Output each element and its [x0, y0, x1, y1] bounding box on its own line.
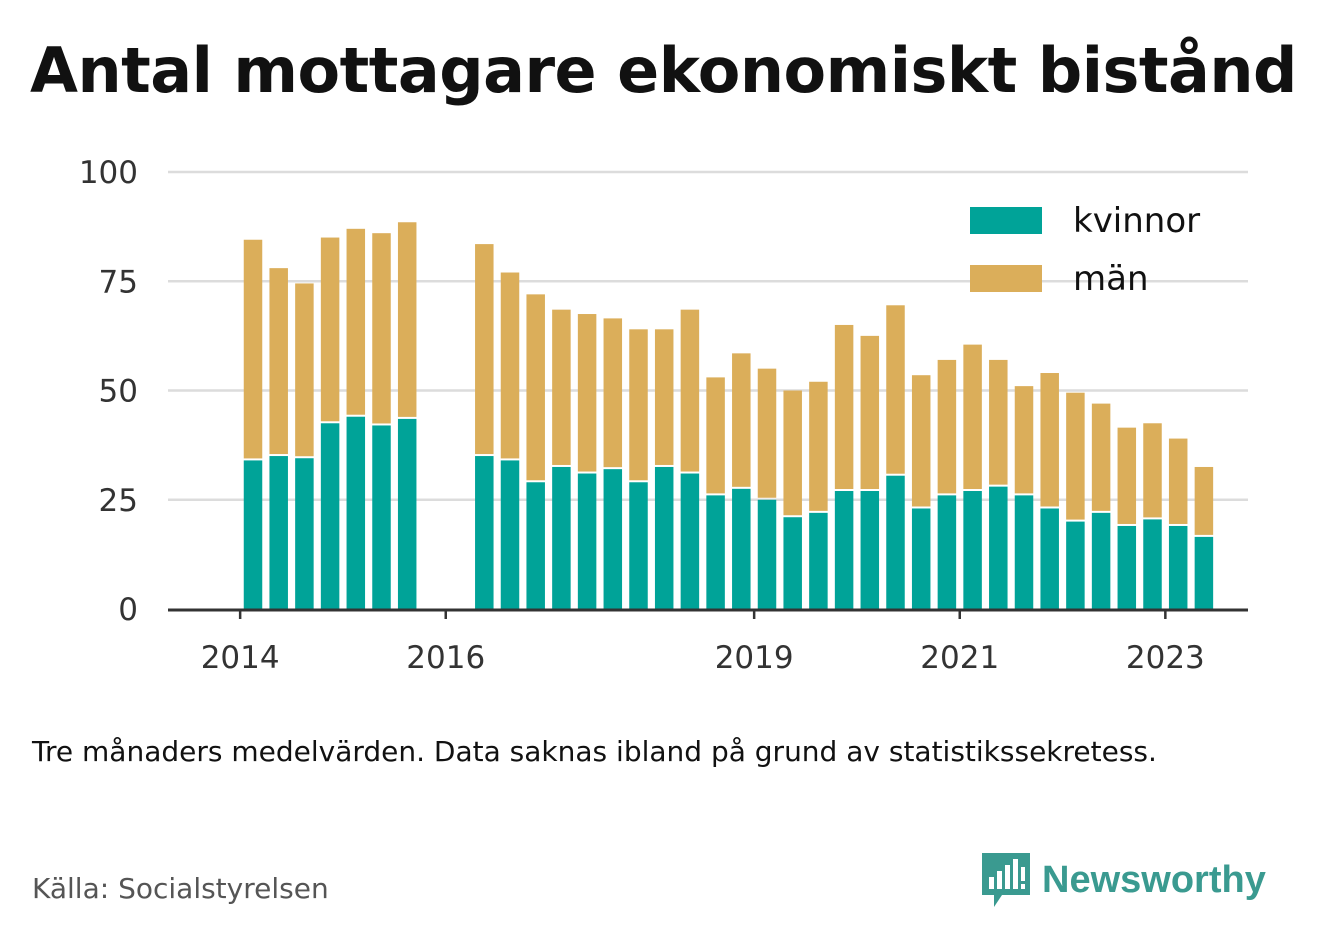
bar-kvinnor — [886, 475, 905, 609]
bar-kvinnor — [834, 491, 854, 609]
bars — [243, 222, 1214, 609]
chart-note: Tre månaders medelvärden. Data saknas ib… — [32, 735, 1157, 768]
bar-kvinnor — [680, 473, 700, 609]
bar-kvinnor — [1091, 512, 1111, 609]
bar-man — [757, 368, 777, 498]
bar-man — [834, 324, 854, 490]
bar-kvinnor — [372, 425, 391, 609]
bar-man — [1117, 427, 1137, 524]
bar-kvinnor — [1014, 495, 1034, 609]
bar-man — [526, 294, 545, 481]
bar-kvinnor — [1194, 536, 1214, 609]
bar-kvinnor — [1168, 525, 1188, 609]
brand-logo[interactable]: Newsworthy — [980, 850, 1266, 910]
bar-kvinnor — [1040, 508, 1059, 609]
bar-kvinnor — [732, 488, 751, 609]
bar-kvinnor — [911, 508, 931, 609]
legend-swatch — [970, 207, 1042, 234]
bar-man — [346, 228, 366, 415]
bar-kvinnor — [783, 517, 802, 609]
bar-kvinnor — [500, 460, 520, 609]
y-tick-label: 75 — [99, 264, 138, 300]
bar-man — [963, 344, 982, 490]
x-tick-label: 2016 — [406, 640, 485, 676]
bar-man — [1143, 423, 1162, 518]
bar-kvinnor — [475, 456, 494, 609]
bar-man — [1194, 466, 1214, 535]
legend-label: kvinnor — [1073, 201, 1200, 241]
x-tick-label: 2019 — [715, 640, 794, 676]
bar-man — [911, 375, 931, 507]
bar-kvinnor — [1143, 519, 1162, 609]
bar-man — [269, 268, 288, 455]
y-tick-label: 25 — [99, 483, 138, 519]
bar-kvinnor — [963, 491, 982, 609]
bar-man — [552, 309, 571, 465]
y-tick-label: 50 — [99, 374, 138, 410]
y-tick-label: 100 — [79, 155, 138, 191]
bar-man — [783, 390, 802, 516]
bar-man — [603, 318, 623, 468]
bar-man — [680, 309, 700, 472]
bar-man — [860, 335, 880, 490]
y-tick-label: 0 — [118, 592, 138, 628]
bar-kvinnor — [654, 466, 674, 609]
bar-kvinnor — [577, 473, 597, 609]
bar-man — [577, 314, 597, 472]
bar-man — [475, 244, 494, 455]
x-axis: 2014 2016 2019 2021 2023 — [168, 608, 1248, 676]
bar-man — [1168, 438, 1188, 524]
bar-man — [654, 329, 674, 465]
bar-kvinnor — [860, 491, 880, 609]
bar-man — [989, 359, 1008, 485]
legend-label: män — [1073, 259, 1149, 299]
x-tick-label: 2021 — [920, 640, 999, 676]
bar-kvinnor — [269, 456, 288, 609]
x-tick-label: 2014 — [201, 640, 280, 676]
stacked-bar-chart: 0 25 50 75 100 2014 2016 2019 2021 2023 kvinnor m… — [79, 155, 1248, 676]
bar-man — [295, 283, 314, 457]
bar-kvinnor — [526, 482, 545, 609]
y-axis-ticks: 0 25 50 75 100 — [79, 155, 138, 628]
bar-man — [629, 329, 648, 481]
bar-kvinnor — [1066, 521, 1085, 609]
bar-kvinnor — [706, 495, 725, 609]
bar-kvinnor — [629, 482, 648, 609]
bar-man — [372, 233, 391, 424]
legend: kvinnor män — [970, 201, 1200, 299]
bar-man — [1040, 373, 1059, 507]
bar-kvinnor — [603, 469, 623, 609]
bar-kvinnor — [757, 499, 777, 609]
bar-man — [1091, 403, 1111, 511]
chart-title: Antal mottagare ekonomiskt bistånd — [30, 34, 1297, 107]
brand-name: Newsworthy — [1042, 858, 1266, 901]
source-text: Källa: Socialstyrelsen — [32, 872, 329, 905]
bar-man — [397, 222, 417, 417]
bar-kvinnor — [346, 416, 366, 609]
bar-kvinnor — [552, 466, 571, 609]
bar-kvinnor — [1117, 525, 1137, 609]
bar-man — [732, 353, 751, 487]
bar-kvinnor — [320, 423, 340, 609]
bar-kvinnor — [809, 512, 828, 609]
bar-kvinnor — [989, 486, 1008, 609]
bar-man — [500, 272, 520, 459]
bar-kvinnor — [295, 458, 314, 609]
legend-swatch — [970, 265, 1042, 292]
x-tick-label: 2023 — [1126, 640, 1205, 676]
bar-kvinnor — [397, 418, 417, 609]
bar-man — [243, 239, 263, 459]
bar-man — [886, 305, 905, 474]
bar-man — [706, 377, 725, 494]
newsworthy-logo-icon — [982, 853, 1030, 907]
bar-man — [1066, 392, 1085, 520]
bar-man — [937, 359, 957, 494]
bar-kvinnor — [243, 460, 263, 609]
bar-man — [809, 381, 828, 511]
bar-man — [1014, 386, 1034, 494]
bar-man — [320, 237, 340, 422]
bar-kvinnor — [937, 495, 957, 609]
